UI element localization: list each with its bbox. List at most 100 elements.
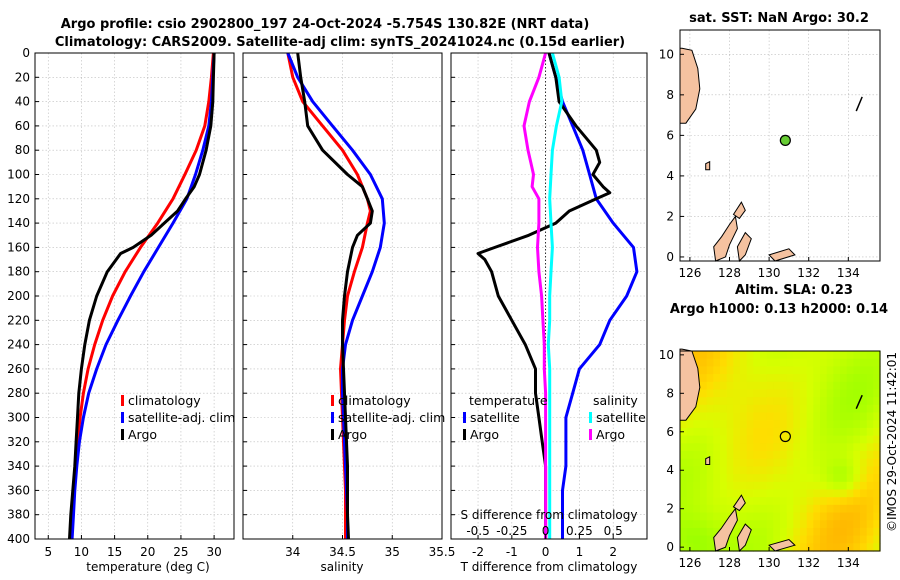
heatmap-cell [820, 374, 828, 383]
heatmap-cell [780, 535, 788, 544]
sla-map-panel: 126 128 130 132 134 0 2 4 6 8 10 [659, 348, 881, 570]
diff-legend-temperature-title: temperature [469, 393, 548, 408]
heatmap-cell [826, 351, 834, 360]
heatmap-cell [786, 458, 794, 467]
heatmap-cell [760, 527, 768, 537]
heatmap-cell [753, 381, 761, 391]
heatmap-cell [806, 389, 814, 398]
heatmap-cell [760, 427, 768, 437]
heatmap-cell [793, 451, 801, 460]
heatmap-cell [766, 481, 774, 491]
heatmap-cell [853, 389, 861, 398]
heatmap-cell [760, 435, 768, 444]
heatmap-cell [700, 389, 708, 398]
heatmap-cell [786, 527, 794, 537]
heatmap-cell [806, 474, 814, 483]
heatmap-cell [866, 404, 874, 414]
heatmap-cell [700, 520, 708, 529]
heatmap-cell [766, 504, 774, 514]
heatmap-cell [760, 397, 768, 406]
heatmap-cell [833, 466, 841, 475]
top-x-tick-label: 0 [542, 524, 550, 538]
heatmap-cell [800, 420, 808, 429]
heatmap-cell [840, 443, 848, 452]
heatmap-cell [800, 427, 808, 437]
heatmap-cell [793, 466, 801, 475]
heatmap-cell [773, 458, 781, 467]
heatmap-cell [800, 543, 808, 552]
heatmap-cell [833, 358, 841, 367]
y-tick-label: 240 [7, 338, 30, 352]
heatmap-cell [706, 420, 714, 429]
heatmap-cell [713, 489, 721, 498]
heatmap-cell [793, 535, 801, 544]
heatmap-cell [780, 443, 788, 452]
heatmap-cell [813, 497, 821, 506]
y-tick-label: 100 [7, 168, 30, 182]
land-polygon [705, 160, 711, 171]
heatmap-cell [720, 512, 728, 521]
heatmap-cell [713, 504, 721, 514]
heatmap-cell [820, 504, 828, 514]
heatmap-cell [853, 351, 861, 360]
y-tick-label: 0 [22, 46, 30, 60]
heatmap-cell [760, 512, 768, 521]
heatmap-cell [833, 504, 841, 514]
heatmap-cell [773, 351, 781, 360]
heatmap-cell [740, 374, 748, 383]
heatmap-cell [713, 420, 721, 429]
heatmap-cell [753, 427, 761, 437]
heatmap-cell [726, 535, 734, 544]
x-tick-label: -1 [506, 545, 518, 559]
heatmap-cell [806, 527, 814, 537]
x-tick-label: 10 [74, 545, 89, 559]
heatmap-cell [853, 497, 861, 506]
heatmap-cell [873, 358, 881, 367]
heatmap-cell [820, 404, 828, 414]
heatmap-cell [693, 489, 701, 498]
heatmap-cell [753, 443, 761, 452]
heatmap-cell [686, 497, 694, 506]
heatmap-cell [773, 474, 781, 483]
heatmap-cell [746, 435, 754, 444]
heatmap-cell [706, 489, 714, 498]
heatmap-cell [773, 489, 781, 498]
y-tick-label: 160 [7, 240, 30, 254]
heatmap-cell [786, 412, 794, 421]
heatmap-cell [726, 427, 734, 437]
heatmap-cell [833, 389, 841, 398]
heatmap-cell [760, 466, 768, 475]
heatmap-cell [853, 451, 861, 460]
heatmap-cell [826, 389, 834, 398]
heatmap-cell [860, 374, 868, 383]
y-tick-label: 340 [7, 459, 30, 473]
heatmap-cell [873, 520, 881, 529]
heatmap-cell [866, 466, 874, 475]
heatmap-cell [813, 366, 821, 375]
heatmap-cell [833, 543, 841, 552]
heatmap-cell [753, 535, 761, 544]
heatmap-cell [866, 381, 874, 391]
heatmap-cell [793, 427, 801, 437]
sst-map-title: sat. SST: NaN Argo: 30.2 [689, 11, 869, 26]
heatmap-cell [866, 458, 874, 467]
heatmap-cell [720, 420, 728, 429]
heatmap-cell [753, 466, 761, 475]
heatmap-cell [826, 520, 834, 529]
heatmap-cell [720, 451, 728, 460]
heatmap-cell [726, 397, 734, 406]
heatmap-cell [733, 404, 741, 414]
heatmap-cell [813, 404, 821, 414]
heatmap-cell [713, 412, 721, 421]
heatmap-cell [860, 489, 868, 498]
heatmap-cell [700, 358, 708, 367]
heatmap-cell [873, 481, 881, 491]
heatmap-cell [680, 520, 688, 529]
heatmap-cell [720, 435, 728, 444]
heatmap-cell [740, 474, 748, 483]
heatmap-cell [733, 358, 741, 367]
heatmap-cell [846, 358, 854, 367]
heatmap-cell [853, 489, 861, 498]
y-tick-label: 280 [7, 386, 30, 400]
heatmap-cell [800, 504, 808, 514]
